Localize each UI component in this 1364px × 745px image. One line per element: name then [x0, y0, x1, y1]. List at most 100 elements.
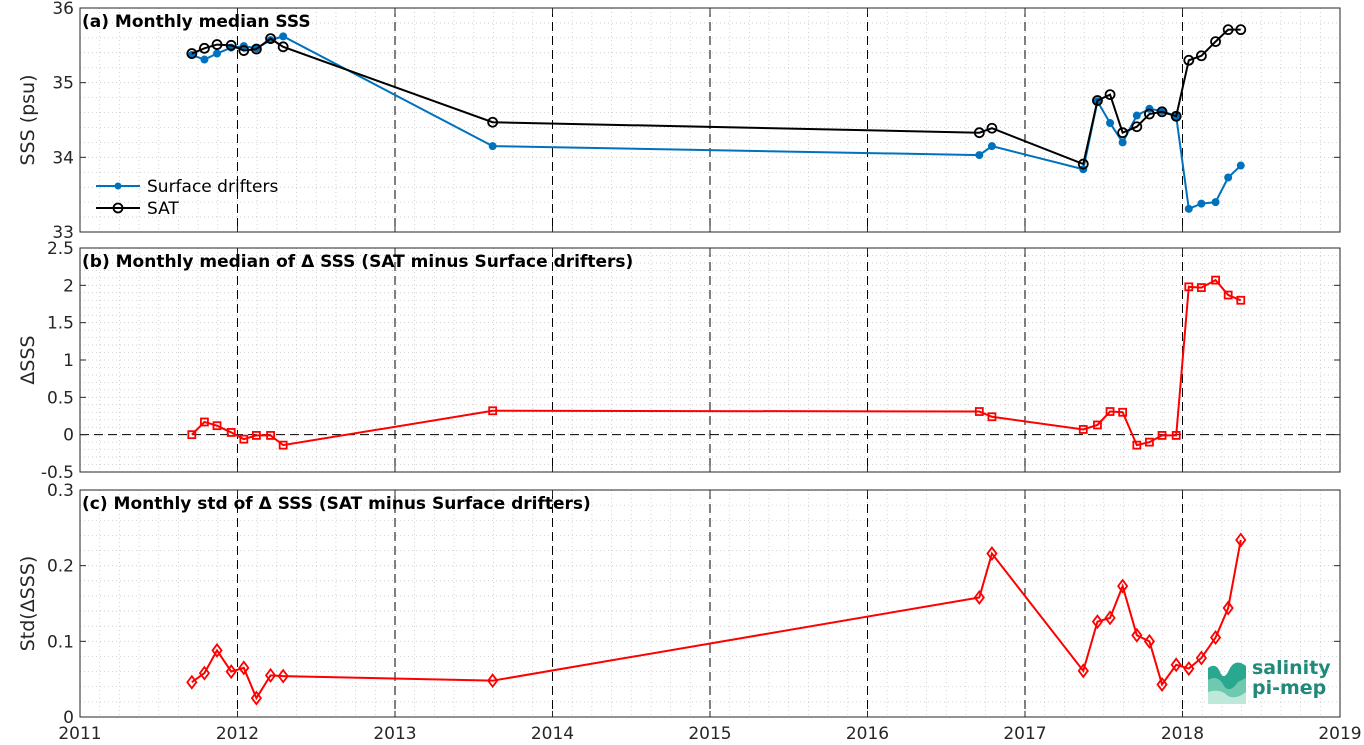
x-tick-label: 2014 — [531, 724, 574, 744]
data-point — [211, 39, 223, 50]
data-point — [266, 431, 275, 440]
data-point — [1211, 275, 1220, 285]
data-point — [1132, 440, 1142, 450]
y-tick-label: 33 — [52, 223, 74, 243]
data-point — [277, 41, 289, 53]
data-point — [1184, 282, 1194, 292]
legend-marker — [114, 182, 122, 190]
data-point — [250, 690, 263, 706]
data-point — [212, 421, 222, 431]
data-point — [278, 440, 288, 450]
data-point — [1078, 425, 1088, 434]
data-point — [488, 406, 498, 416]
data-point — [187, 430, 197, 440]
data-point — [487, 116, 499, 128]
data-point — [488, 142, 497, 151]
data-point — [1156, 106, 1168, 118]
y-axis-label: ΔSSS — [17, 335, 39, 384]
data-point — [238, 660, 250, 676]
data-point — [1170, 657, 1182, 673]
y-tick-label: 34 — [52, 148, 74, 168]
y-axis-label: Std(ΔSSS) — [17, 556, 39, 652]
data-point — [974, 407, 984, 416]
y-tick-label: 36 — [52, 0, 74, 19]
data-point — [186, 674, 198, 690]
data-point — [1077, 663, 1089, 679]
panel-title: (b) Monthly median of Δ SSS (SAT minus S… — [82, 252, 633, 272]
y-tick-label: 0 — [63, 426, 74, 446]
x-tick-label: 2017 — [1003, 724, 1046, 744]
data-point — [200, 55, 209, 64]
data-point — [277, 668, 289, 684]
data-point — [1077, 158, 1089, 170]
data-point — [1106, 118, 1115, 127]
data-point — [1156, 676, 1168, 692]
data-point — [1196, 50, 1207, 62]
data-point — [1195, 650, 1208, 666]
logo-text-line2: pi-mep — [1252, 677, 1327, 699]
data-point — [226, 428, 236, 437]
legend-marker — [112, 202, 124, 214]
data-point — [1184, 204, 1193, 213]
data-point — [1118, 407, 1128, 417]
x-tick-label: 2016 — [846, 724, 889, 744]
data-point — [1118, 138, 1127, 147]
legend-label: SAT — [147, 199, 179, 219]
series-1 — [186, 532, 1247, 706]
series-1 — [187, 275, 1246, 450]
data-point — [987, 412, 997, 422]
data-point — [1211, 198, 1220, 207]
data-point — [1197, 283, 1206, 292]
y-tick-label: -0.5 — [41, 463, 74, 483]
data-point — [1117, 127, 1129, 139]
data-point — [238, 45, 250, 56]
y-tick-label: 0.3 — [47, 481, 74, 501]
data-point — [1171, 431, 1181, 440]
data-point — [225, 664, 237, 680]
x-tick-label: 2019 — [1318, 724, 1361, 744]
legend-label: Surface drifters — [147, 177, 278, 197]
data-point — [1236, 161, 1245, 170]
data-point — [975, 151, 984, 160]
data-point — [1224, 173, 1233, 182]
data-point — [1222, 600, 1234, 616]
series-line — [191, 28, 1241, 166]
panel-3: 0 0.1 0.2 0.3 2011 2012 2013 2014 2015 2016 2017 20… — [17, 481, 1362, 744]
x-tick-label: 2013 — [373, 724, 416, 744]
data-point — [1210, 36, 1221, 47]
panel-2: -0.5 0 0.5 1 1.5 2 2.5 ΔSSS (b) Monthly median o… — [17, 239, 1341, 483]
data-point — [987, 142, 996, 151]
data-point — [986, 546, 998, 562]
data-point — [1183, 661, 1195, 677]
data-point — [200, 417, 209, 427]
panel-title: (c) Monthly std of Δ SSS (SAT minus Surf… — [82, 494, 591, 514]
y-tick-label: 0.2 — [47, 557, 74, 577]
data-point — [265, 33, 276, 45]
x-tick-label: 2011 — [58, 724, 101, 744]
data-point — [1091, 614, 1104, 630]
data-point — [1093, 420, 1102, 430]
data-point — [1104, 610, 1116, 626]
data-point — [264, 667, 277, 683]
data-point — [251, 431, 261, 440]
data-point — [1143, 633, 1156, 649]
data-point — [213, 49, 222, 58]
data-point — [1117, 578, 1129, 594]
data-point — [1131, 121, 1143, 133]
data-point — [239, 434, 249, 444]
y-tick-label: 0.1 — [47, 632, 74, 652]
data-point — [279, 32, 288, 41]
data-point — [211, 642, 223, 658]
y-axis-label: SSS (psu) — [17, 74, 39, 165]
data-point — [973, 589, 985, 605]
data-point — [1104, 89, 1116, 101]
logo-text-line1: salinity — [1252, 657, 1331, 679]
panel-title: (a) Monthly median SSS — [82, 12, 311, 32]
data-point — [1170, 110, 1182, 122]
data-point — [1132, 111, 1141, 120]
data-point — [250, 43, 262, 55]
data-point — [1222, 24, 1234, 36]
